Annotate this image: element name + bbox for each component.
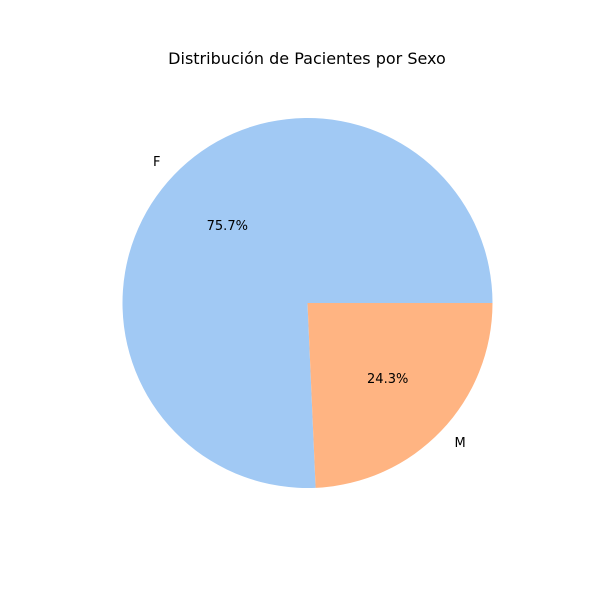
percent-label-f: 75.7% [207, 219, 248, 234]
slice-label-m: M [455, 436, 466, 451]
pie-slices [122, 118, 493, 489]
slice-label-f: F [153, 155, 160, 170]
chart-title: Distribución de Pacientes por Sexo [168, 49, 446, 68]
percent-label-m: 24.3% [367, 372, 408, 387]
pie-percent-labels: 75.7% 24.3% [207, 219, 409, 387]
pie-slice-m [307, 303, 493, 488]
pie-slice-f [122, 118, 493, 489]
pie-slice-labels: FM [153, 155, 466, 451]
